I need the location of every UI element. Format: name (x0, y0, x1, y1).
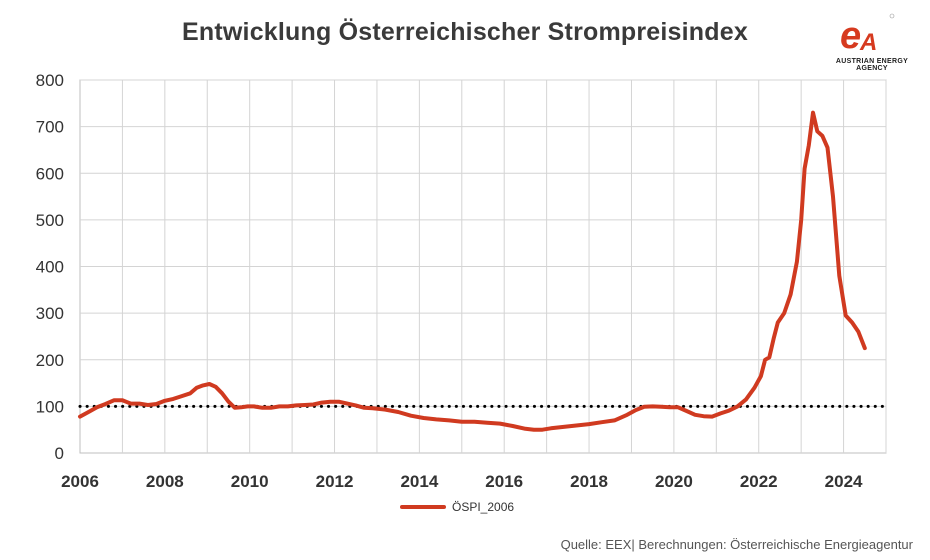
y-tick-label: 400 (36, 258, 64, 277)
svg-text:e: e (840, 15, 861, 57)
logo-caption: AUSTRIAN ENERGY AGENCY (835, 58, 909, 72)
y-tick-label: 700 (36, 118, 64, 137)
chart-title: Entwicklung Österreichischer Strompreisi… (182, 18, 748, 46)
y-tick-label: 200 (36, 351, 64, 370)
y-tick-label: 800 (36, 71, 64, 90)
svg-text:A: A (859, 29, 877, 56)
x-tick-label: 2006 (61, 472, 99, 491)
x-tick-label: 2022 (740, 472, 778, 491)
x-tick-label: 2020 (655, 472, 693, 491)
line-chart: 0 100 200 300 400 500 600 700 800 2006 2008 2010 201… (36, 71, 888, 491)
legend: ÖSPI_2006 (400, 500, 514, 514)
y-tick-label: 0 (55, 444, 64, 463)
legend-label: ÖSPI_2006 (452, 500, 515, 514)
x-tick-label: 2008 (146, 472, 184, 491)
austrian-energy-agency-logo: e A AUSTRIAN ENERGY AGENCY (822, 8, 922, 72)
y-tick-label: 100 (36, 397, 64, 416)
source-note: Quelle: EEX| Berechnungen: Österreichisc… (560, 537, 913, 552)
y-tick-label: 500 (36, 211, 64, 230)
y-tick-label: 300 (36, 304, 64, 323)
x-tick-label: 2024 (825, 472, 863, 491)
y-tick-label: 600 (36, 164, 64, 183)
x-tick-label: 2014 (400, 472, 438, 491)
series-line-ospi-2006 (78, 110, 867, 432)
x-tick-label: 2010 (231, 472, 269, 491)
x-tick-label: 2012 (316, 472, 354, 491)
legend-swatch (400, 505, 446, 509)
x-tick-label: 2016 (485, 472, 523, 491)
x-tick-label: 2018 (570, 472, 608, 491)
